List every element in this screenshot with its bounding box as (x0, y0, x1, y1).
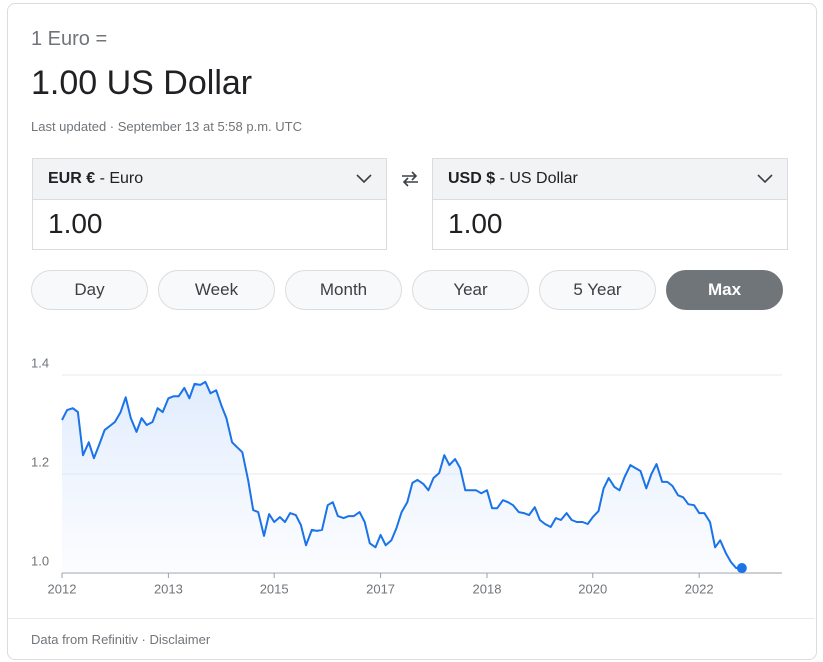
range-button[interactable]: Year (412, 270, 529, 310)
from-currency: EUR € - Euro 1.00 (32, 158, 387, 250)
range-button[interactable]: Day (31, 270, 148, 310)
to-name: - US Dollar (499, 170, 578, 187)
to-select[interactable]: USD $ - US Dollar (433, 159, 787, 200)
disclaimer[interactable]: Disclaimer (149, 632, 211, 647)
from-code: EUR € (48, 170, 96, 187)
last-point (736, 563, 747, 574)
range-button[interactable]: Week (158, 270, 275, 310)
range-button[interactable]: Max (666, 270, 783, 310)
to-currency: USD $ - US Dollar 1.00 (432, 158, 788, 250)
x-tick-label: 2012 (48, 581, 77, 596)
area-fill (62, 381, 742, 573)
footer: Data from Refinitiv · Disclaimer (31, 632, 210, 647)
x-tick-label: 2020 (578, 581, 607, 596)
last-updated: Last updated · September 13 at 5:58 p.m.… (31, 119, 302, 134)
separator: · (141, 632, 146, 647)
to-code: USD $ (448, 170, 496, 187)
x-tick-label: 2013 (154, 581, 183, 596)
y-tick-label: 1.2 (31, 454, 49, 469)
dropdown-arrow (757, 174, 773, 184)
footer-divider (8, 618, 815, 619)
x-tick-label: 2018 (473, 581, 502, 596)
x-tick-label: 2015 (260, 581, 289, 596)
from-select[interactable]: EUR € - Euro (33, 159, 386, 200)
range-button[interactable]: Month (285, 270, 402, 310)
range-button[interactable]: 5 Year (539, 270, 656, 310)
result: 1.00 US Dollar (31, 64, 253, 102)
dropdown-arrow (356, 174, 372, 184)
from-name: - Euro (99, 170, 144, 187)
x-tick-label: 2017 (366, 581, 395, 596)
chart: 1.0 1.2 1.4 2012 2013 2015 2017 2018 2020 2022 (31, 355, 782, 596)
y-tick-label: 1.4 (31, 355, 49, 370)
swap-icon[interactable] (400, 170, 420, 188)
y-tick-label: 1.0 (31, 553, 49, 568)
from-amount[interactable]: 1.00 (48, 208, 103, 239)
x-tick-label: 2022 (685, 581, 714, 596)
line (61, 380, 742, 569)
base-label: 1 Euro = (31, 28, 108, 50)
source[interactable]: Data from Refinitiv (31, 632, 138, 647)
converter-card (7, 3, 817, 660)
to-amount[interactable]: 1.00 (448, 208, 503, 239)
